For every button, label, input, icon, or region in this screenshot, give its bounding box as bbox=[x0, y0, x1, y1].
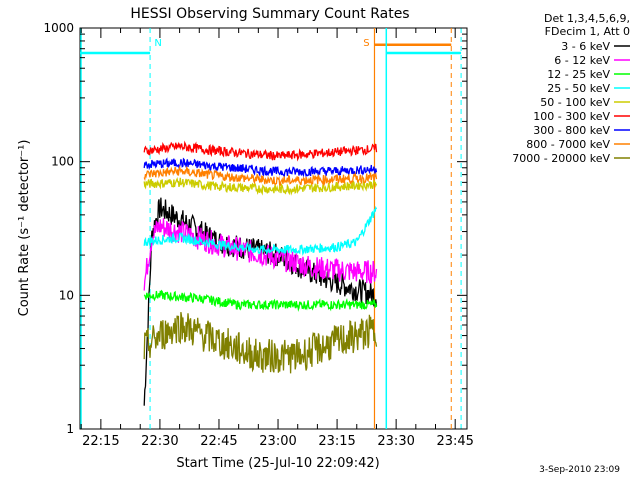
series-line bbox=[143, 140, 378, 162]
annotation-s: S bbox=[363, 38, 369, 49]
x-tick-label: 23:15 bbox=[318, 434, 355, 449]
y-tick-label: 1000 bbox=[43, 21, 74, 35]
legend-label: 50 - 100 keV bbox=[540, 96, 610, 109]
axis-layer: 1 10 100 1000 22:15 22:30 22:45 23:00 23:15 23:30… bbox=[43, 21, 473, 449]
y-tick-label: 100 bbox=[51, 155, 74, 169]
x-axis-label: Start Time (25-Jul-10 22:09:42) bbox=[176, 456, 379, 471]
series-line bbox=[143, 218, 378, 291]
x-tick-label: 22:30 bbox=[141, 434, 178, 449]
x-tick-label: 23:00 bbox=[259, 434, 296, 449]
legend-header-line: Det 1,3,4,5,6,9, bbox=[544, 12, 630, 25]
legend-label: 25 - 50 keV bbox=[547, 82, 610, 95]
series-line bbox=[143, 312, 378, 374]
legend-header-line: FDecim 1, Att 0 bbox=[545, 25, 630, 38]
chart-title: HESSI Observing Summary Count Rates bbox=[130, 6, 409, 22]
x-tick-label: 22:15 bbox=[82, 434, 119, 449]
y-tick-label: 1 bbox=[66, 422, 74, 436]
x-tick-label: 22:45 bbox=[200, 434, 237, 449]
x-tick-label: 23:45 bbox=[436, 434, 473, 449]
x-tick-label: 23:30 bbox=[377, 434, 414, 449]
annotation-n: N bbox=[154, 38, 161, 49]
legend-label: 300 - 800 keV bbox=[533, 124, 610, 137]
series-line bbox=[143, 289, 378, 312]
legend-layer: Det 1,3,4,5,6,9,FDecim 1, Att 0 3 - 6 keV… bbox=[512, 12, 630, 165]
series-line bbox=[143, 176, 378, 196]
legend-label: 3 - 6 keV bbox=[561, 40, 610, 53]
y-tick-label: 10 bbox=[59, 288, 74, 302]
y-axis-label: Count Rate (s⁻¹ detector⁻¹) bbox=[17, 140, 32, 317]
date-stamp: 3-Sep-2010 23:09 bbox=[539, 465, 620, 475]
series-line bbox=[143, 157, 378, 179]
legend-label: 100 - 300 keV bbox=[533, 110, 610, 123]
legend-label: 6 - 12 keV bbox=[554, 54, 610, 67]
legend-label: 7000 - 20000 keV bbox=[512, 152, 610, 165]
series-line bbox=[143, 165, 378, 187]
legend-label: 12 - 25 keV bbox=[547, 68, 610, 81]
legend-label: 800 - 7000 keV bbox=[526, 138, 610, 151]
series-line bbox=[143, 205, 378, 257]
